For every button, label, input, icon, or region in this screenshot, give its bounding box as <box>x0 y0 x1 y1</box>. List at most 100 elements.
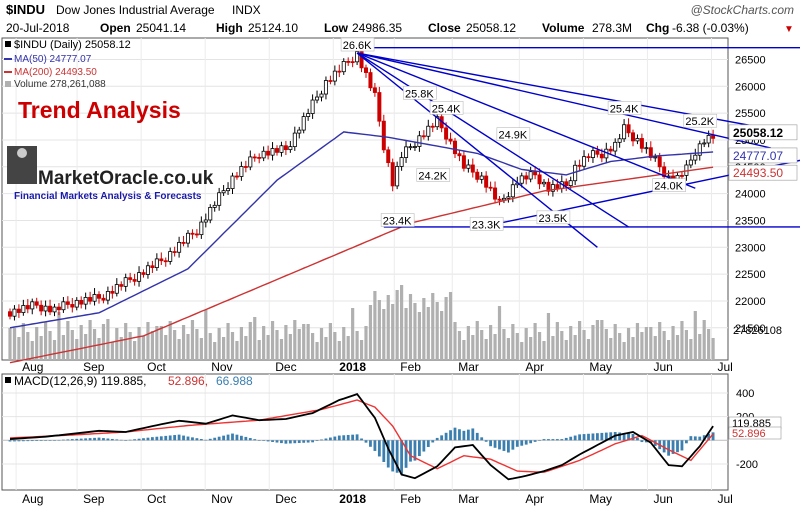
volume-bar <box>70 330 74 360</box>
volume-bar <box>79 325 83 360</box>
volume-bar <box>457 331 462 360</box>
volume-bar <box>707 329 711 360</box>
candle-body <box>653 156 658 159</box>
price-x-tick-label: Feb <box>400 360 421 374</box>
macd-histogram-bar <box>213 437 217 441</box>
macd-histogram-bar <box>195 438 199 441</box>
volume-bar <box>26 332 30 360</box>
volume-bar <box>618 333 622 360</box>
macd-legend-label: MACD(12,26,9) 119.885, <box>14 374 147 388</box>
volume-bar <box>230 332 235 360</box>
candle-body <box>484 175 489 188</box>
candle-body <box>83 297 88 305</box>
candle-body <box>128 277 133 280</box>
candle-body <box>568 180 573 186</box>
macd-histogram-bar <box>458 429 461 441</box>
volume-bar <box>124 323 128 360</box>
candle-body <box>457 153 462 157</box>
annotation-box <box>403 86 437 100</box>
header-chg-arrow-icon: ▼ <box>784 24 794 35</box>
macd-histogram-bar <box>422 440 426 452</box>
volume-bar <box>235 341 239 360</box>
volume-bar <box>328 323 332 360</box>
candle-body <box>631 132 636 142</box>
candle-body <box>16 308 21 313</box>
volume-bar <box>684 330 688 360</box>
macd-histogram-bar <box>346 434 350 441</box>
volume-bar <box>444 297 448 360</box>
macd-histogram-bar <box>555 439 559 441</box>
trendline <box>356 52 772 149</box>
candle-body <box>377 92 382 122</box>
macd-histogram-bar <box>702 435 706 441</box>
macd-histogram-bar <box>533 440 537 442</box>
macd-legend: MACD(12,26,9) 119.885, 52.896, 66.988 <box>5 374 253 388</box>
candle-body <box>279 145 284 153</box>
volume-bar <box>208 333 212 360</box>
price-x-tick-label: Aug <box>22 360 43 374</box>
candle-body <box>328 80 333 82</box>
volume-bar <box>333 332 337 360</box>
candle-body <box>479 175 484 180</box>
volume-bar <box>422 298 426 360</box>
candle-body <box>341 60 346 73</box>
candle-body <box>404 146 409 158</box>
macd-histogram-bar <box>644 440 648 443</box>
annotation-label: 23.3K <box>472 219 501 231</box>
macd-histogram-bar <box>551 439 555 441</box>
volume-bar <box>262 326 266 360</box>
macd-histogram-bar <box>70 439 74 441</box>
volume-bar <box>600 320 604 360</box>
candle-body <box>7 311 12 317</box>
candle-body <box>644 147 649 150</box>
volume-bar <box>97 338 101 360</box>
volume-bar <box>586 339 591 360</box>
candle-body <box>56 306 61 311</box>
candle-body <box>475 171 480 180</box>
volume-bar <box>511 324 515 360</box>
header-low-label: Low <box>324 21 349 35</box>
volume-bar <box>702 320 706 360</box>
candle-body <box>448 138 453 142</box>
macd-histogram-bar <box>39 440 43 441</box>
candle-body <box>555 184 560 189</box>
candle-body <box>417 135 422 147</box>
volume-bar <box>551 336 555 360</box>
header-low-value: 24986.35 <box>352 21 402 35</box>
price-x-tick-label: May <box>589 360 612 374</box>
volume-bar <box>48 331 52 360</box>
volume-bar <box>21 323 25 360</box>
volume-bar <box>578 321 582 360</box>
candle-body <box>582 156 587 167</box>
volume-bar <box>368 305 373 360</box>
macd-histogram-bar <box>168 435 172 441</box>
macd-histogram-bar <box>475 432 479 441</box>
volume-bar <box>462 340 466 360</box>
candle-body <box>497 198 502 201</box>
candle-body <box>488 186 493 189</box>
macd-histogram-bar <box>431 440 435 443</box>
volume-bar <box>560 331 564 360</box>
volume-bar <box>146 322 150 360</box>
candle-body <box>319 93 324 98</box>
macd-histogram-bar <box>507 440 510 453</box>
macd-histogram-bar <box>208 438 212 441</box>
macd-histogram-bar <box>471 428 475 441</box>
annotation-label: 26.6K <box>343 40 372 52</box>
logo-head-icon <box>17 148 27 158</box>
macd-histogram-bar <box>266 440 270 442</box>
volume-bar <box>711 338 715 360</box>
macd-histogram-bar <box>253 439 257 441</box>
annotation-label: 24.2K <box>418 170 447 182</box>
macd-histogram-bar <box>493 440 497 448</box>
macd-histogram-bar <box>409 440 412 462</box>
macd-histogram-bar <box>88 438 92 441</box>
price-annotations: 26.6K 25.8K 25.4K 24.9K 25.4K 25.2K 24.2K 23.4K… <box>340 37 718 231</box>
macd-y-tick-label: 400 <box>736 388 754 400</box>
price-flag-label: 25058.12 <box>733 126 783 140</box>
volume-bar <box>591 325 595 360</box>
volume-bar <box>653 336 657 360</box>
volume-bar <box>569 326 573 360</box>
candle-body <box>528 171 533 180</box>
candle-body <box>470 164 475 173</box>
